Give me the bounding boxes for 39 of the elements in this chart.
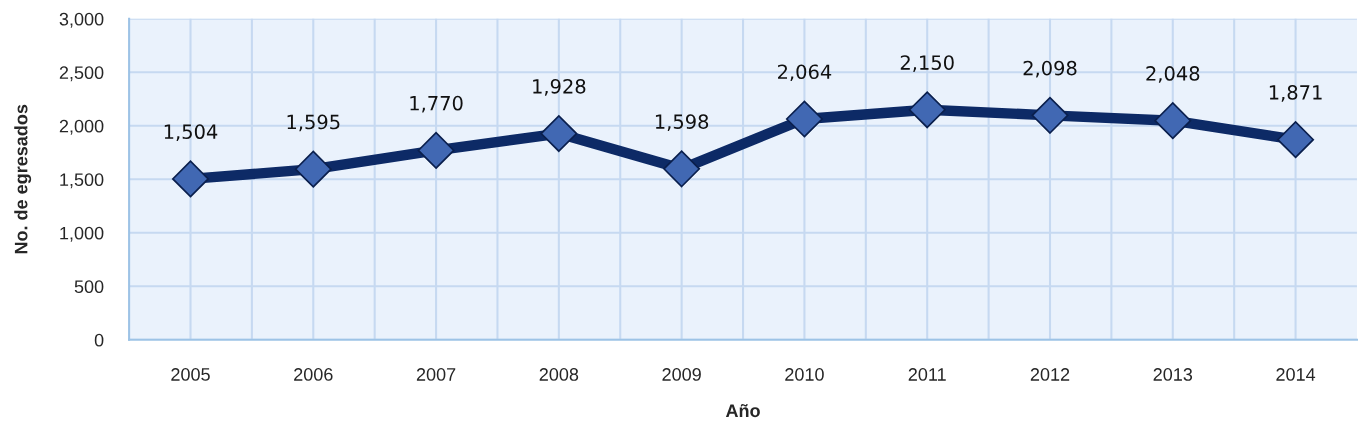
data-label: 2,098: [1023, 60, 1077, 78]
y-tick-label: 2,000: [59, 119, 104, 135]
x-axis-title: Año: [725, 403, 760, 418]
x-tick-label: 2013: [1153, 368, 1193, 381]
x-tick-label: 2010: [785, 368, 824, 381]
x-tick-label: 2005: [171, 368, 210, 381]
data-label: 2,048: [1146, 66, 1200, 83]
point: [417, 131, 455, 169]
y-axis-title: No. de egresados: [14, 104, 32, 254]
data-label: 1,928: [533, 78, 586, 96]
point: [171, 160, 210, 198]
y-tick-label: 1,500: [60, 173, 104, 189]
x-tick-label: 2014: [1276, 368, 1316, 381]
point: [785, 100, 823, 138]
x-tick-label: 2009: [662, 368, 701, 381]
x-tick-label: 2007: [416, 368, 456, 381]
data-label: 1,595: [287, 114, 340, 132]
data-label: 2,150: [900, 55, 954, 72]
data-label: 1,871: [1269, 85, 1322, 102]
point: [294, 150, 332, 188]
x-tick-label: 2011: [908, 368, 946, 381]
point: [540, 115, 578, 153]
data-label: 1,770: [410, 95, 463, 113]
point: [663, 150, 701, 188]
y-tick-label: 2,500: [59, 66, 104, 82]
point: [908, 91, 946, 129]
y-tick-label: 0: [94, 333, 104, 347]
y-tick-label: 3,000: [59, 12, 104, 28]
x-tick-label: 2006: [294, 368, 333, 381]
point: [1154, 102, 1192, 140]
x-tick-label: 2012: [1030, 368, 1070, 381]
point: [1031, 96, 1069, 134]
data-label: 1,504: [164, 124, 218, 142]
y-tick-label: 1,000: [60, 226, 104, 242]
point: [1277, 121, 1315, 159]
x-tick-label: 2008: [539, 368, 579, 381]
data-label: 1,598: [655, 114, 709, 131]
y-tick-label: 500: [74, 280, 104, 294]
data-label: 2,064: [778, 64, 832, 82]
